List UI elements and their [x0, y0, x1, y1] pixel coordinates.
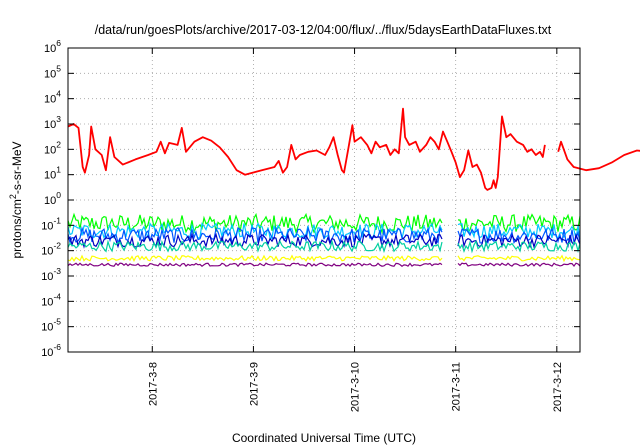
y-tick-labels: 10-610-510-410-310-210-11001011021031041…: [41, 38, 580, 359]
y-tick-base: 10: [41, 347, 53, 359]
y-tick-exp: 5: [56, 63, 61, 73]
y-tick-base: 10: [44, 119, 56, 131]
series-lines: [67, 107, 640, 268]
flux-series-line: [67, 262, 581, 268]
y-tick-exp: 1: [56, 165, 61, 175]
x-tick-label: 2017-3-12: [552, 362, 564, 412]
y-tick-label: 106: [44, 38, 61, 55]
y-tick-base: 10: [44, 94, 56, 106]
y-tick-label: 100: [44, 190, 61, 207]
y-tick-exp: -4: [53, 291, 61, 301]
y-tick-label: 10-2: [41, 241, 61, 258]
flux-series-line: [67, 239, 581, 254]
y-tick-exp: -2: [53, 241, 61, 251]
y-tick-label: 10-6: [41, 342, 61, 359]
y-axis-label: protons/cm2-s-sr-MeV: [8, 141, 24, 258]
y-tick-base: 10: [44, 68, 56, 80]
y-tick-base: 10: [41, 271, 53, 283]
y-tick-label: 10-4: [41, 291, 61, 308]
y-tick-exp: -3: [53, 266, 61, 276]
y-tick-base: 10: [41, 246, 53, 258]
x-tick-label: 2017-3-8: [147, 362, 159, 406]
x-axis-label: Coordinated Universal Time (UTC): [232, 431, 416, 445]
y-tick-exp: 2: [56, 139, 61, 149]
y-tick-exp: 3: [56, 114, 61, 124]
y-tick-label: 105: [44, 63, 61, 80]
y-axis-label-base: protons/cm: [10, 199, 24, 258]
y-tick-label: 10-1: [41, 215, 61, 232]
y-tick-label: 104: [44, 89, 61, 106]
y-tick-base: 10: [44, 195, 56, 207]
grid-lines: [68, 48, 580, 352]
flux-series-line: [67, 254, 581, 263]
y-tick-exp: 0: [56, 190, 61, 200]
x-tick-labels: 2017-3-8 2017-3-9 2017-3-10 2017-3-11 2017-3…: [147, 48, 564, 412]
y-tick-label: 101: [44, 165, 61, 182]
y-tick-base: 10: [44, 170, 56, 182]
y-tick-base: 10: [41, 322, 53, 334]
y-tick-label: 10-5: [41, 317, 61, 334]
y-tick-base: 10: [44, 43, 56, 55]
y-axis-label-sup: 2: [8, 194, 18, 199]
y-tick-exp: -5: [53, 317, 61, 327]
y-tick-exp: 4: [56, 89, 61, 99]
y-axis-label-rest: -s-sr-MeV: [10, 141, 24, 194]
flux-series-line: [67, 225, 581, 245]
y-tick-label: 103: [44, 114, 61, 131]
x-tick-label: 2017-3-10: [350, 362, 362, 412]
flux-series-line-red: [67, 107, 640, 191]
y-tick-exp: 6: [56, 38, 61, 48]
y-tick-base: 10: [44, 144, 56, 156]
x-tick-label: 2017-3-9: [248, 362, 260, 406]
x-tick-label: 2017-3-11: [451, 362, 463, 411]
y-tick-base: 10: [41, 220, 53, 232]
y-tick-label: 102: [44, 139, 61, 156]
y-tick-exp: -6: [53, 342, 61, 352]
y-tick-base: 10: [41, 296, 53, 308]
y-tick-exp: -1: [53, 215, 61, 225]
y-tick-label: 10-3: [41, 266, 61, 283]
chart-title: /data/run/goesPlots/archive/2017-03-12/0…: [95, 23, 552, 37]
